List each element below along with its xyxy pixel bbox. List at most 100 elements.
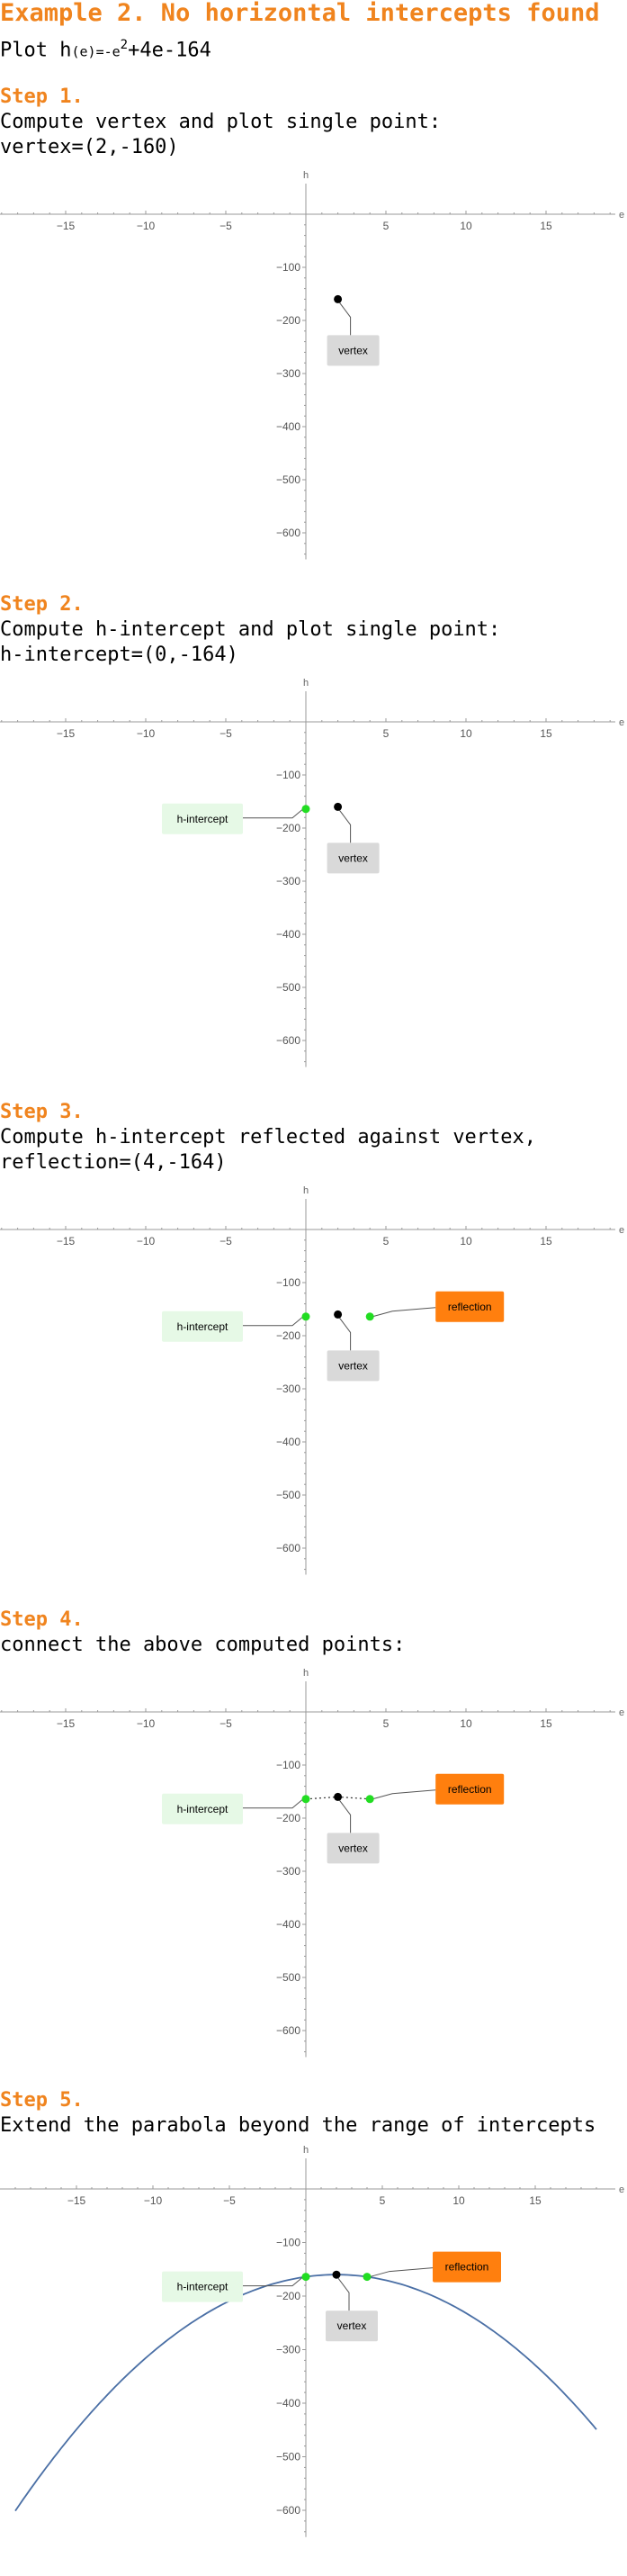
step-3-heading: Step 3. bbox=[0, 1101, 84, 1123]
vertex-leader bbox=[339, 302, 352, 336]
y-tick-label: −100 bbox=[276, 769, 300, 781]
vertex-leader bbox=[339, 1318, 352, 1351]
intro-prefix: Plot h bbox=[0, 39, 72, 62]
h-intercept-label-text: h-intercept bbox=[177, 2281, 228, 2293]
x-tick-label: 15 bbox=[529, 2194, 542, 2207]
step-2-line-2: h-intercept=(0,-164) bbox=[0, 644, 238, 666]
y-axis-label: h bbox=[303, 1185, 309, 1196]
step-2-line-1: Compute h-intercept and plot single poin… bbox=[0, 618, 501, 641]
y-tick-label: −200 bbox=[276, 1329, 300, 1342]
y-tick-label: −300 bbox=[276, 1865, 300, 1878]
h-intercept-label-text: h-intercept bbox=[177, 1320, 228, 1333]
h-intercept-label-text: h-intercept bbox=[177, 1803, 228, 1815]
step-3-line-2: reflection=(4,-164) bbox=[0, 1151, 227, 1174]
reflection-label-box bbox=[433, 2251, 501, 2283]
y-tick-label: −300 bbox=[276, 2344, 300, 2356]
x-tick-label: 15 bbox=[540, 1235, 552, 1247]
y-tick-label: −500 bbox=[276, 2451, 300, 2463]
x-tick-label: −15 bbox=[67, 2194, 86, 2207]
h-intercept-leader bbox=[238, 808, 304, 819]
y-tick-label: −400 bbox=[276, 1918, 300, 1931]
h-intercept-label-box bbox=[162, 2271, 243, 2302]
plot-step-4: e h −15 −10 −5 5 10 15 −100 −200 −300 −400 −500 −600 v… bbox=[0, 1668, 624, 2058]
y-tick-label: −600 bbox=[276, 2024, 300, 2037]
vertex-label-box bbox=[327, 1833, 380, 1864]
y-axis-label: h bbox=[303, 678, 309, 689]
y-tick-label: −300 bbox=[276, 1383, 300, 1395]
step-5-line-1: Extend the parabola beyond the range of … bbox=[0, 2114, 596, 2137]
plot-step-5: e h −15 −10 −5 5 10 15 −100 −200 −300 −400 −500 −600 v… bbox=[0, 2145, 624, 2537]
step-1-line-1: Compute vertex and plot single point: bbox=[0, 111, 442, 133]
reflection-label: reflection bbox=[435, 1773, 505, 1805]
y-tick-label: −100 bbox=[276, 2237, 300, 2249]
x-tick-label: 5 bbox=[383, 220, 390, 232]
y-tick-label: −400 bbox=[276, 2397, 300, 2409]
reflection-label-text: reflection bbox=[448, 1301, 492, 1313]
reflection-label: reflection bbox=[433, 2251, 501, 2283]
y-tick-label: −300 bbox=[276, 875, 300, 887]
intro-exp: 2 bbox=[120, 38, 129, 52]
vertex-label-box bbox=[327, 1350, 380, 1382]
reflection-point bbox=[365, 1795, 374, 1804]
x-tick-label: −15 bbox=[57, 220, 76, 232]
vertex-label: vertex bbox=[327, 335, 380, 366]
step-4-line-1: connect the above computed points: bbox=[0, 1634, 406, 1656]
x-tick-label: −5 bbox=[219, 220, 232, 232]
y-tick-label: −400 bbox=[276, 1436, 300, 1448]
y-tick-label: −100 bbox=[276, 1276, 300, 1289]
y-tick-label: −100 bbox=[276, 1759, 300, 1771]
x-tick-label: 10 bbox=[460, 220, 472, 232]
y-tick-label: −200 bbox=[276, 822, 300, 834]
reflection-leader bbox=[372, 1307, 436, 1318]
intro-rest: +4e-164 bbox=[128, 39, 211, 62]
vertex-point bbox=[334, 1310, 343, 1319]
x-tick-label: 5 bbox=[383, 1717, 390, 1730]
step-5-heading: Step 5. bbox=[0, 2089, 84, 2112]
y-tick-label: −600 bbox=[276, 1542, 300, 1554]
intro-eq: =-e bbox=[95, 43, 121, 60]
y-tick-label: −100 bbox=[276, 261, 300, 274]
x-tick-label: −15 bbox=[57, 1235, 76, 1247]
x-tick-label: 15 bbox=[540, 1717, 552, 1730]
vertex-label: vertex bbox=[327, 842, 380, 874]
vertex-point bbox=[334, 1792, 343, 1801]
reflection-leader bbox=[372, 1789, 436, 1800]
x-tick-label: −10 bbox=[137, 1717, 156, 1730]
y-tick-label: −500 bbox=[276, 981, 300, 994]
vertex-label: vertex bbox=[327, 1350, 380, 1382]
step-2-heading: Step 2. bbox=[0, 593, 84, 616]
vertex-label-text: vertex bbox=[338, 1359, 368, 1372]
x-tick-label: 5 bbox=[383, 727, 390, 740]
x-tick-label: −10 bbox=[137, 220, 156, 232]
vertex-leader bbox=[339, 1800, 352, 1833]
plot-step-3: e h −15 −10 −5 5 10 15 −100 −200 −300 −400 −500 −600 v… bbox=[0, 1185, 624, 1575]
reflection-label-box bbox=[435, 1773, 505, 1805]
y-tick-label: −200 bbox=[276, 2290, 300, 2302]
h-intercept-label-text: h-intercept bbox=[177, 813, 228, 825]
intro-arg: (e) bbox=[71, 43, 96, 60]
vertex-label-text: vertex bbox=[337, 2319, 367, 2332]
vertex-label: vertex bbox=[327, 1833, 380, 1864]
y-tick-label: −200 bbox=[276, 314, 300, 327]
x-tick-label: −5 bbox=[223, 2194, 236, 2207]
vertex-label-text: vertex bbox=[338, 851, 368, 864]
x-axis-label: e bbox=[619, 1707, 624, 1718]
x-tick-label: 10 bbox=[452, 2194, 465, 2207]
y-tick-label: −200 bbox=[276, 1812, 300, 1824]
h-intercept-leader bbox=[238, 1798, 304, 1809]
page-title: Example 2. No horizontal intercepts foun… bbox=[0, 0, 600, 27]
vertex-label-text: vertex bbox=[338, 1842, 368, 1854]
y-tick-label: −500 bbox=[276, 473, 300, 486]
y-tick-label: −600 bbox=[276, 2504, 300, 2517]
x-tick-label: −15 bbox=[57, 1717, 76, 1730]
y-axis-label: h bbox=[303, 170, 309, 181]
h-intercept-point bbox=[301, 1795, 310, 1804]
x-tick-label: −15 bbox=[57, 727, 76, 740]
y-axis-label: h bbox=[303, 1668, 309, 1679]
x-axis-label: e bbox=[619, 210, 624, 221]
x-tick-label: 10 bbox=[460, 1717, 472, 1730]
y-tick-label: −300 bbox=[276, 367, 300, 380]
step-3-line-1: Compute h-intercept reflected against ve… bbox=[0, 1126, 537, 1148]
x-tick-label: −10 bbox=[137, 727, 156, 740]
y-axis-label: h bbox=[303, 2145, 309, 2156]
